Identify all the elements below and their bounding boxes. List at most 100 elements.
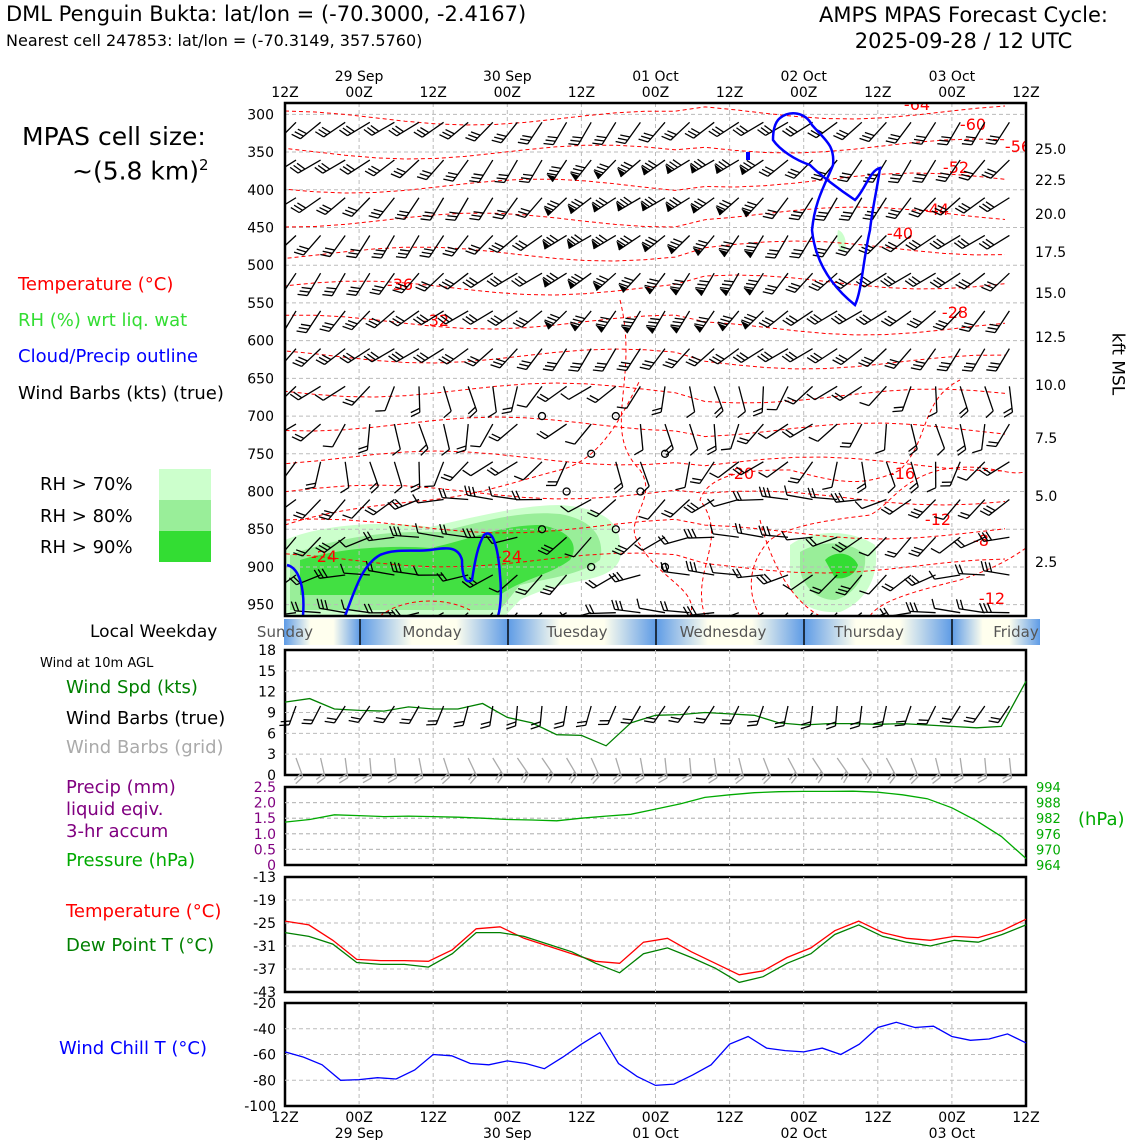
- upper-wind-barb: [418, 423, 429, 456]
- upper-wind-barb: [659, 600, 690, 614]
- surface-barb-true: [747, 705, 765, 727]
- barb-flag: [488, 436, 498, 442]
- barb-staff: [355, 235, 371, 258]
- barb-flag: [660, 561, 665, 572]
- barb-flag: [838, 354, 848, 361]
- temperature-line: [284, 918, 1027, 976]
- barb-staff: [467, 494, 493, 501]
- barb-flag: [641, 164, 651, 171]
- upper-wind-barb: [316, 197, 346, 216]
- barb-flag: [916, 722, 927, 725]
- barb-flag: [465, 250, 476, 255]
- upper-wind-barb: [316, 598, 346, 614]
- barb-flag: [722, 199, 732, 205]
- upper-wind-barb: [732, 121, 764, 137]
- barb-staff: [433, 461, 445, 487]
- barb-flag: [840, 585, 851, 590]
- barb-flag: [746, 282, 756, 286]
- upper-wind-barb: [512, 310, 543, 328]
- temp-contour-line: [869, 547, 1026, 616]
- barb-staff: [351, 385, 371, 406]
- barb-flag: [954, 207, 965, 214]
- barb-flag: [272, 359, 281, 368]
- barb-flag: [955, 599, 960, 609]
- barb-flag: [644, 198, 654, 206]
- barb-flag: [515, 242, 525, 249]
- barb-flag: [588, 604, 595, 614]
- barb-flag: [639, 366, 650, 371]
- barb-flag: [364, 170, 375, 177]
- barb-staff: [429, 197, 445, 221]
- barb-flag: [367, 168, 378, 174]
- barb-flag: [544, 319, 555, 325]
- weekday-label: Monday: [402, 623, 461, 641]
- barb-flag: [928, 570, 936, 580]
- barb-flag: [273, 199, 281, 209]
- barb-flag: [293, 391, 303, 399]
- upper-wind-barb: [809, 574, 838, 595]
- upper-wind-barb: [392, 272, 420, 294]
- surface-barb-true: [426, 705, 445, 726]
- barb-staff: [384, 386, 396, 411]
- surface-barb-true: [373, 705, 395, 724]
- surface-barb-true: [480, 705, 494, 730]
- barb-staff: [897, 159, 912, 183]
- barb-flag: [674, 317, 685, 321]
- barb-flag: [806, 393, 816, 401]
- barb-flag: [800, 725, 811, 730]
- barb-staff: [670, 499, 691, 518]
- barb-flag: [273, 162, 281, 172]
- barb-pennant: [669, 325, 680, 334]
- barb-flag: [665, 201, 675, 208]
- dewpoint-line: [284, 924, 1027, 984]
- barb-flag: [894, 724, 905, 727]
- barb-flag: [835, 280, 845, 287]
- barb-staff: [452, 159, 469, 182]
- barb-flag: [762, 215, 773, 220]
- upper-wind-barb: [732, 461, 764, 476]
- top-date-tick: 03 Oct: [929, 69, 976, 85]
- barb-flag: [616, 406, 627, 410]
- barb-staff: [648, 272, 666, 295]
- windchill-label: Wind Chill T (°C): [59, 1038, 207, 1059]
- barb-flag: [788, 125, 798, 133]
- barb-flag: [747, 724, 757, 727]
- barb-flag: [437, 317, 447, 325]
- barb-flag: [392, 289, 403, 294]
- surface-barb-grid: [566, 757, 578, 784]
- barb-staff: [968, 310, 986, 332]
- barb-flag: [515, 591, 526, 596]
- barb-flag: [348, 289, 359, 293]
- barb-staff: [425, 159, 445, 181]
- barb-flag: [774, 721, 785, 725]
- barb-staff: [577, 121, 592, 146]
- barb-flag: [324, 247, 335, 251]
- barb-flag: [834, 315, 844, 323]
- cycle-line2: 2025-09-28 / 12 UTC: [854, 29, 1073, 53]
- barb-staff: [298, 385, 321, 401]
- barb-flag: [362, 773, 372, 780]
- barb-flag: [496, 177, 507, 180]
- barb-flag: [598, 320, 608, 324]
- barb-staff: [798, 235, 814, 259]
- upper-wind-barb: [346, 272, 371, 296]
- barb-flag: [295, 776, 304, 785]
- barb-flag: [961, 369, 972, 372]
- barb-staff: [972, 705, 986, 723]
- barb-flag: [667, 243, 678, 249]
- barb-staff: [797, 461, 814, 484]
- barb-staff: [552, 121, 568, 145]
- upper-wind-barb: [766, 386, 789, 411]
- barb-staff: [497, 423, 518, 442]
- wind-speed-line: [284, 680, 1027, 747]
- upper-wind-barb: [394, 197, 420, 221]
- temp-contour-line: [285, 314, 1006, 336]
- barb-flag: [410, 483, 420, 489]
- barb-staff: [917, 536, 937, 557]
- barb-staff: [647, 499, 666, 520]
- barb-staff: [893, 348, 912, 369]
- barb-staff: [688, 536, 715, 539]
- barb-pennant: [743, 287, 753, 296]
- barb-staff: [817, 423, 838, 442]
- barb-flag: [720, 448, 731, 451]
